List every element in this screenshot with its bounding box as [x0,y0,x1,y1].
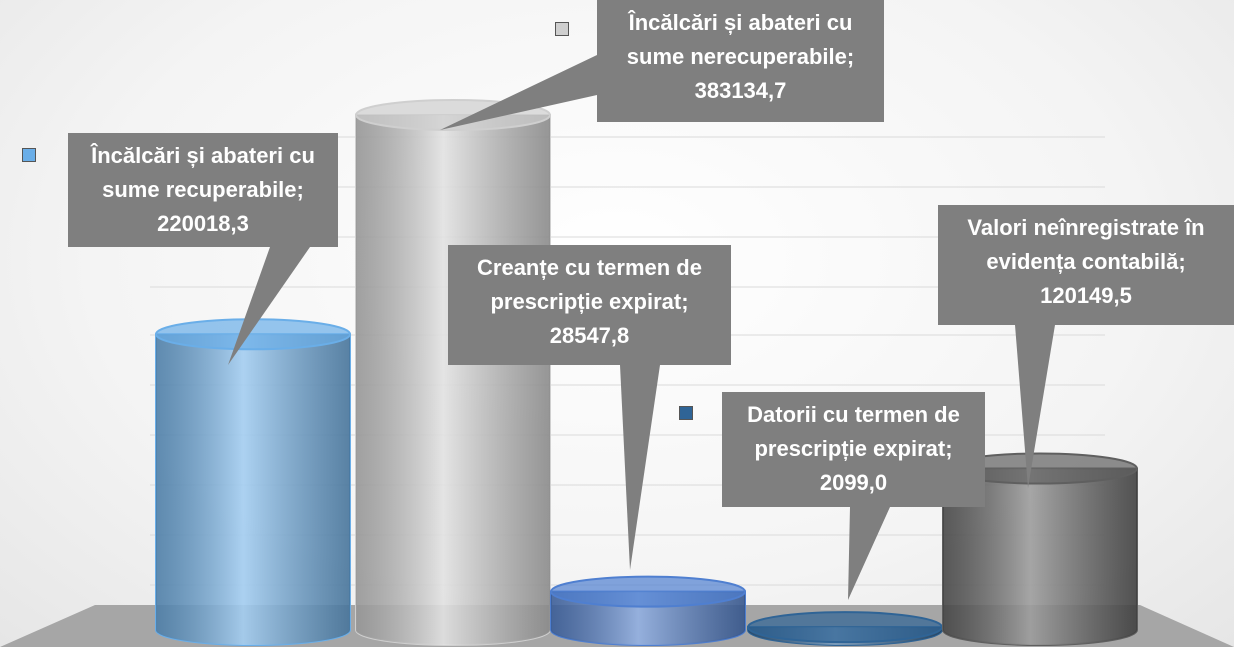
data-label: Încălcări și abateri cu sume nerecuperab… [597,0,884,122]
cylinder [747,611,943,646]
cylinder [942,452,1138,646]
label-separator: ; [945,436,953,461]
cylinder-shade [943,468,1137,645]
cylinder-top [550,575,746,608]
data-label: Valori neînregistrate în evidența contab… [938,205,1234,325]
label-separator: ; [296,177,304,202]
callout-pointer [620,365,660,570]
label-category: Creanțe cu termen de prescripție expirat [477,255,702,314]
callout-pointer [848,507,890,600]
callout-pointer [440,55,597,130]
label-value: 383134,7 [694,78,787,103]
label-separator: ; [846,44,855,69]
cylinder [155,318,351,646]
cylinder [550,575,746,646]
data-label: Încălcări și abateri cu sume recuperabil… [68,133,338,247]
label-category: Valori neînregistrate în evidența contab… [967,215,1205,274]
callout-pointer [228,247,310,365]
cylinder-top [747,611,943,644]
label-value: 2099,0 [819,470,888,495]
label-separator: ; [681,289,689,314]
cylinder-shade [356,115,550,645]
label-separator: ; [1178,249,1186,274]
label-category: Datorii cu termen de prescripție expirat [747,402,960,461]
label-value: 28547,8 [549,323,630,348]
label-value: 220018,3 [157,211,249,236]
callout-pointer [1015,325,1055,488]
label-value: 120149,5 [1040,283,1132,308]
label-category: Încălcări și abateri cu sume recuperabil… [91,143,315,202]
legend-marker [22,148,36,162]
cylinder-shade [156,334,350,645]
legend-marker [679,406,693,420]
data-label: Datorii cu termen de prescripție expirat… [722,392,985,507]
data-label: Creanțe cu termen de prescripție expirat… [448,245,731,365]
cylinder [355,99,551,646]
legend-marker [555,22,569,36]
label-category: Încălcări și abateri cu sume nerecuperab… [626,10,853,69]
